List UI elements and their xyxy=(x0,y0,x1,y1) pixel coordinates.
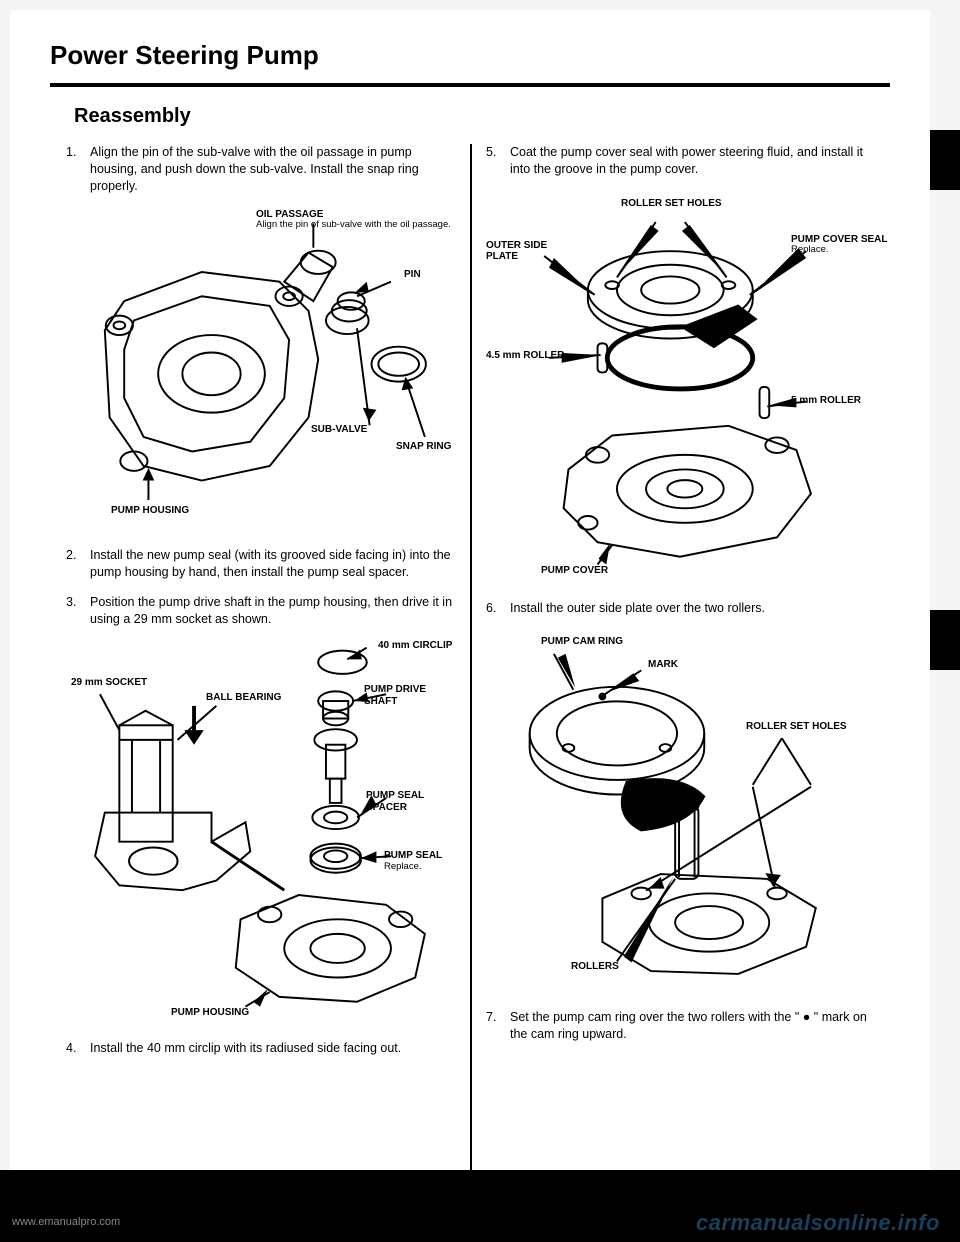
step-5: 5. Coat the pump cover seal with power s… xyxy=(486,144,874,178)
label-sub-valve: SUB-VALVE xyxy=(311,424,367,436)
watermark-right: carmanualsonline.info xyxy=(696,1210,940,1236)
side-tabs xyxy=(930,0,960,1242)
step-text: Install the outer side plate over the tw… xyxy=(510,600,874,617)
diagram-sub-valve: OIL PASSAGE Align the pin of sub-valve w… xyxy=(66,209,454,529)
step-text: Set the pump cam ring over the two rolle… xyxy=(510,1009,874,1043)
step-2: 2. Install the new pump seal (with its g… xyxy=(66,547,454,581)
diagram-pump-cover: ROLLER SET HOLES OUTER SIDE PLATE PUMP C… xyxy=(486,192,874,582)
step-text: Position the pump drive shaft in the pum… xyxy=(90,594,454,628)
diagram-drive-shaft: 40 mm CIRCLIP 29 mm SOCKET BALL BEARING … xyxy=(66,642,454,1022)
column-divider xyxy=(470,144,472,1194)
side-tab xyxy=(930,130,960,190)
label-text: PUMP SEAL xyxy=(384,850,442,861)
step-1: 1. Align the pin of the sub-valve with t… xyxy=(66,144,454,195)
label-roller-set-holes: ROLLER SET HOLES xyxy=(746,721,847,733)
step-text: Coat the pump cover seal with power stee… xyxy=(510,144,874,178)
label-pump-housing: PUMP HOUSING xyxy=(111,505,189,517)
watermark-left: www.emanualpro.com xyxy=(12,1216,120,1228)
two-column-layout: 1. Align the pin of the sub-valve with t… xyxy=(50,144,890,1194)
label-rollers: ROLLERS xyxy=(571,961,619,973)
step-7: 7. Set the pump cam ring over the two ro… xyxy=(486,1009,874,1043)
label-seal-spacer: PUMP SEAL SPACER xyxy=(366,790,454,813)
manual-page: Power Steering Pump Reassembly 1. Align … xyxy=(10,10,930,1220)
label-subtext: Replace. xyxy=(791,245,891,256)
side-tab xyxy=(930,610,960,670)
label-pin: PIN xyxy=(404,269,421,281)
step-number: 6. xyxy=(486,600,510,617)
label-pump-seal: PUMP SEAL Replace. xyxy=(384,850,442,872)
step-text: Align the pin of the sub-valve with the … xyxy=(90,144,454,195)
label-oil-passage: OIL PASSAGE Align the pin of sub-valve w… xyxy=(256,209,451,231)
step-text: Install the new pump seal (with its groo… xyxy=(90,547,454,581)
page-title: Power Steering Pump xyxy=(50,40,890,71)
label-text: OIL PASSAGE xyxy=(256,209,323,220)
label-outer-side-plate: OUTER SIDE PLATE xyxy=(486,240,581,263)
label-circlip: 40 mm CIRCLIP xyxy=(378,640,452,652)
section-title: Reassembly xyxy=(74,105,890,128)
label-mark: MARK xyxy=(648,659,678,671)
step-4: 4. Install the 40 mm circlip with its ra… xyxy=(66,1040,454,1057)
label-subtext: Align the pin of sub-valve with the oil … xyxy=(256,220,451,231)
right-column: 5. Coat the pump cover seal with power s… xyxy=(470,144,890,1194)
step-number: 7. xyxy=(486,1009,510,1043)
label-subtext: Replace. xyxy=(384,862,442,873)
label-roller-5: 5 mm ROLLER xyxy=(791,395,861,407)
step-number: 4. xyxy=(66,1040,90,1057)
diagram-cam-ring: PUMP CAM RING MARK ROLLER SET HOLES ROLL… xyxy=(486,631,874,991)
step-text: Install the 40 mm circlip with its radiu… xyxy=(90,1040,454,1057)
step-number: 2. xyxy=(66,547,90,581)
label-snap-ring: SNAP RING xyxy=(396,441,451,453)
step-number: 1. xyxy=(66,144,90,195)
label-pump-cover: PUMP COVER xyxy=(541,565,608,577)
left-column: 1. Align the pin of the sub-valve with t… xyxy=(50,144,470,1194)
step-number: 3. xyxy=(66,594,90,628)
label-pump-cover-seal: PUMP COVER SEAL Replace. xyxy=(791,234,891,256)
label-pump-cam-ring: PUMP CAM RING xyxy=(541,636,623,648)
step-number: 5. xyxy=(486,144,510,178)
label-drive-shaft: PUMP DRIVE SHAFT xyxy=(364,684,454,707)
label-pump-housing: PUMP HOUSING xyxy=(171,1007,249,1019)
step-3: 3. Position the pump drive shaft in the … xyxy=(66,594,454,628)
label-text: PUMP COVER SEAL xyxy=(791,234,888,245)
step-6: 6. Install the outer side plate over the… xyxy=(486,600,874,617)
label-socket: 29 mm SOCKET xyxy=(71,677,147,689)
title-rule xyxy=(50,83,890,87)
label-ball-bearing: BALL BEARING xyxy=(206,692,281,704)
label-roller-set-holes: ROLLER SET HOLES xyxy=(621,198,722,210)
label-roller-45: 4.5 mm ROLLER xyxy=(486,350,564,362)
